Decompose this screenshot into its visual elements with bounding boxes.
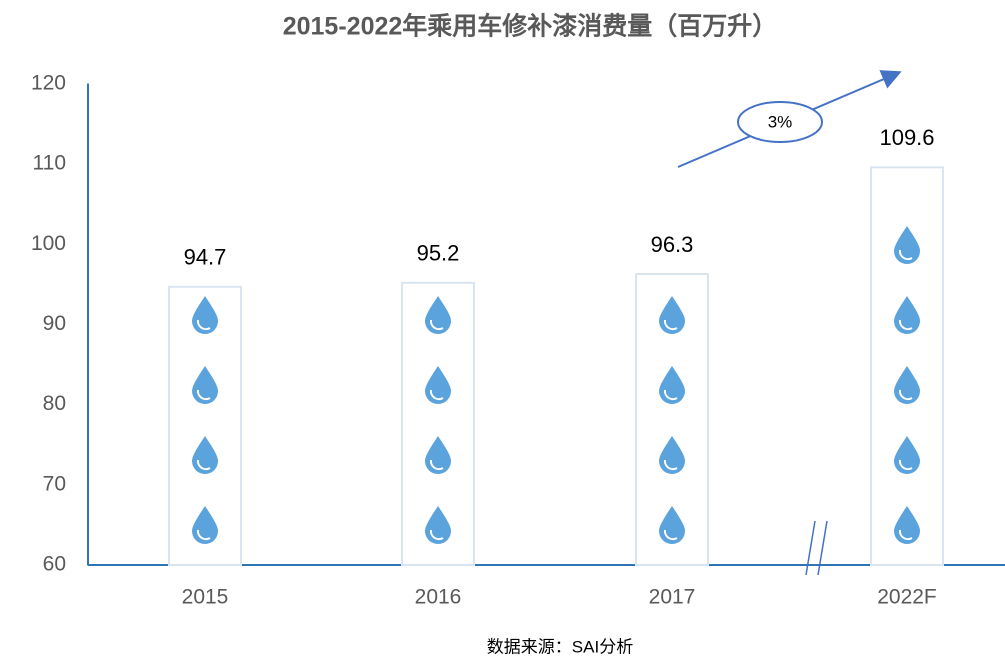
y-tick-label: 70 [43, 472, 66, 495]
drop-shine [898, 459, 913, 471]
drop-shine [663, 459, 678, 471]
value-label: 96.3 [651, 232, 694, 257]
source-note: 数据来源：SAI分析 [487, 637, 633, 656]
drop-shine [429, 319, 444, 331]
drop-shine [898, 249, 913, 261]
chart-title: 2015-2022年乘用车修补漆消费量（百万升） [283, 12, 778, 41]
x-tick-label: 2015 [182, 586, 229, 609]
drop-shine [196, 529, 211, 541]
drop-shine [196, 459, 211, 471]
annotation: 3% [768, 112, 793, 131]
value-label: 94.7 [184, 245, 227, 270]
drop-shine [429, 389, 444, 401]
drop-shine [429, 529, 444, 541]
drop-shine [898, 529, 913, 541]
y-tick-label: 110 [33, 152, 66, 175]
drop-shine [898, 389, 913, 401]
axis-break [805, 520, 816, 576]
x-tick-label: 2016 [415, 586, 462, 609]
y-tick-label: 80 [43, 392, 66, 415]
y-tick-label: 120 [31, 72, 66, 95]
y-tick-label: 100 [31, 232, 66, 255]
value-label: 109.6 [879, 125, 934, 150]
x-tick-label: 2017 [649, 586, 696, 609]
value-label: 95.2 [417, 241, 460, 266]
x-tick-label: 2022F [877, 586, 937, 609]
drop-shine [898, 319, 913, 331]
drop-shine [429, 459, 444, 471]
drop-shine [196, 389, 211, 401]
drop-shine [663, 389, 678, 401]
annotation-bubble [737, 101, 823, 143]
y-tick-label: 90 [43, 312, 66, 335]
y-tick-label: 60 [43, 553, 66, 576]
drop-shine [196, 319, 211, 331]
axis-break [817, 520, 828, 576]
drop-shine [663, 319, 678, 331]
drop-shine [663, 529, 678, 541]
